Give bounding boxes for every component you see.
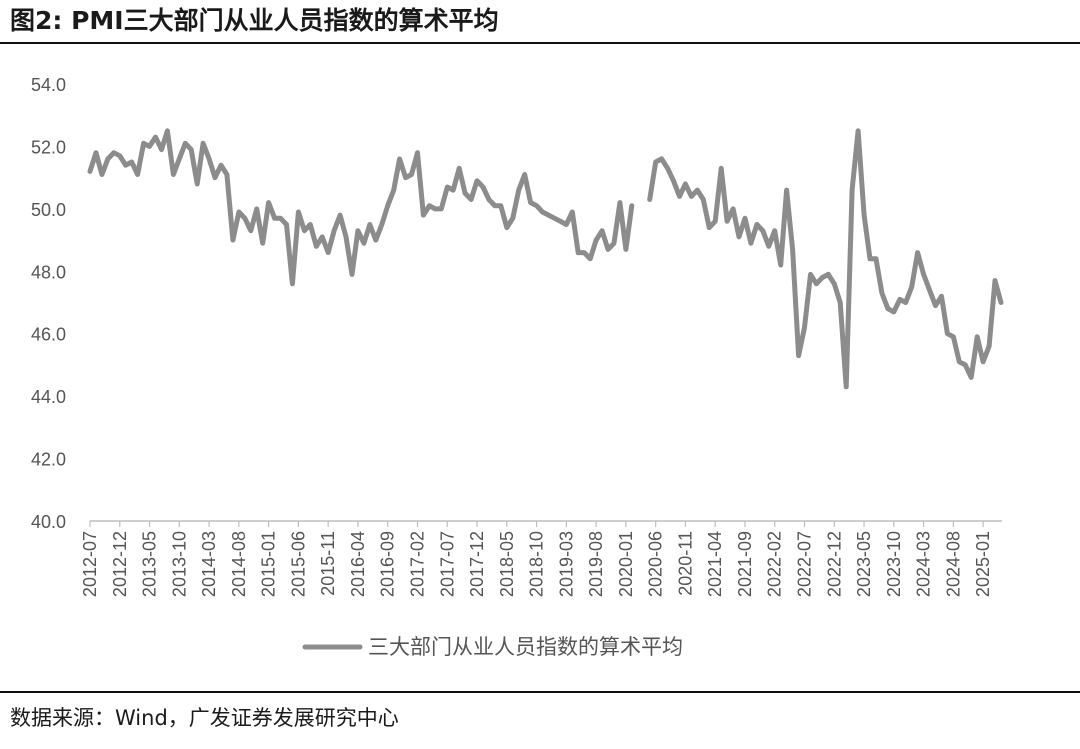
legend: 三大部门从业人员指数的算术平均 — [302, 636, 683, 659]
x-tick-label: 2017-07 — [437, 531, 457, 597]
x-tick-label: 2018-10 — [527, 531, 547, 597]
x-tick-label: 2024-08 — [943, 531, 963, 597]
y-tick-label: 50.0 — [31, 200, 66, 220]
y-tick-label: 40.0 — [31, 512, 66, 532]
x-tick-label: 2024-03 — [914, 531, 934, 597]
legend-label: 三大部门从业人员指数的算术平均 — [368, 636, 683, 659]
x-tick-label: 2019-03 — [556, 531, 576, 597]
x-tick-label: 2013-05 — [140, 531, 160, 597]
x-tick-label: 2014-08 — [229, 531, 249, 597]
plot-area — [87, 128, 1004, 390]
x-tick-label: 2023-10 — [884, 531, 904, 597]
x-axis: 2012-07 2012-12 2013-05 2013-10 2014-03 2014-… — [80, 520, 1002, 597]
series-line — [87, 128, 1004, 390]
x-tick-label: 2020-01 — [616, 531, 636, 597]
x-tick-label: 2016-09 — [378, 531, 398, 597]
x-tick-label: 2012-07 — [80, 531, 100, 597]
x-tick-label: 2015-01 — [259, 531, 279, 597]
x-tick-label: 2022-07 — [795, 531, 815, 597]
x-tick-label: 2022-02 — [765, 531, 785, 597]
x-tick-label: 2012-12 — [110, 531, 130, 597]
y-tick-label: 54.0 — [31, 75, 66, 95]
title-divider — [0, 42, 1080, 44]
x-tick-label: 2020-11 — [675, 531, 695, 596]
figure-title: 图2: PMI三大部门从业人员指数的算术平均 — [10, 6, 499, 35]
x-tick-label: 2015-06 — [288, 531, 308, 597]
x-tick-label: 2015-11 — [318, 531, 338, 596]
x-tick-label: 2019-08 — [586, 531, 606, 597]
y-tick-label: 44.0 — [31, 387, 66, 407]
y-axis: 40.0 42.0 44.0 46.0 48.0 50.0 52.0 54.0 — [31, 75, 66, 532]
x-tick-label: 2014-03 — [199, 531, 219, 597]
x-tick-label: 2017-02 — [407, 531, 427, 597]
x-tick-label: 2022-12 — [824, 531, 844, 597]
x-tick-label: 2021-09 — [735, 531, 755, 597]
line-chart: 40.0 42.0 44.0 46.0 48.0 50.0 52.0 54.0 2012-07… — [31, 75, 1004, 659]
x-tick-label: 2017-12 — [467, 531, 487, 597]
y-tick-label: 42.0 — [31, 450, 66, 470]
x-tick-label: 2016-04 — [348, 531, 368, 597]
x-tick-label: 2023-05 — [854, 531, 874, 597]
x-tick-label: 2018-05 — [497, 531, 517, 597]
y-tick-label: 48.0 — [31, 262, 66, 282]
source-note: 数据来源：Wind，广发证券发展研究中心 — [10, 706, 399, 730]
x-tick-label: 2013-10 — [169, 531, 189, 597]
y-tick-label: 52.0 — [31, 137, 66, 157]
footer-divider — [0, 691, 1080, 693]
x-tick-label: 2025-01 — [973, 531, 993, 597]
x-tick-label: 2021-04 — [705, 531, 725, 597]
y-tick-label: 46.0 — [31, 325, 66, 345]
x-tick-label: 2020-06 — [646, 531, 666, 597]
